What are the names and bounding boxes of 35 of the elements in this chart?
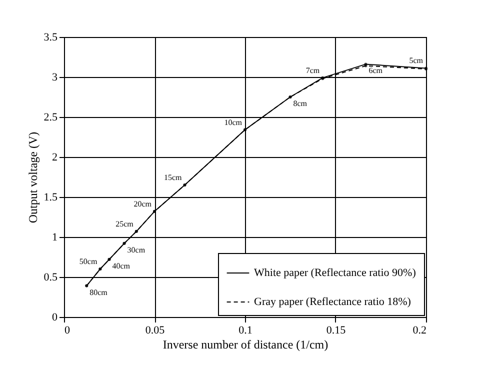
- legend-label: Gray paper (Reflectance ratio 18%): [254, 296, 412, 308]
- y-axis-title: Output voltage (V): [26, 132, 40, 224]
- point: [288, 96, 292, 98]
- annotation: 15cm: [164, 173, 182, 182]
- annotation: 50cm: [79, 257, 98, 266]
- y-tick-label: 0: [52, 312, 58, 324]
- point: [85, 284, 88, 288]
- point: [98, 268, 102, 270]
- x-tick-label: 0.15: [326, 324, 346, 336]
- point: [134, 230, 138, 233]
- annotation: 7cm: [306, 66, 320, 75]
- x-tick-label: 0.05: [145, 324, 166, 336]
- y-tick-label: 1: [52, 232, 58, 244]
- y-tick-label: 2: [52, 152, 58, 164]
- legend-label: White paper (Reflectance ratio 90%): [254, 267, 416, 279]
- x-tick-label: 0: [64, 324, 70, 336]
- y-tick-label: 1.5: [44, 192, 58, 204]
- x-axis-title: Inverse number of distance (1/cm): [162, 338, 328, 352]
- annotation: 40cm: [112, 261, 131, 270]
- annotation: 20cm: [134, 199, 152, 208]
- annotation: 8cm: [293, 99, 308, 108]
- y-tick-label: 3: [52, 72, 58, 84]
- annotation: 30cm: [127, 245, 146, 254]
- annotation: 5cm: [409, 56, 424, 66]
- annotation: 80cm: [90, 288, 108, 297]
- annotation: 25cm: [116, 219, 134, 228]
- y-tick-label: 3.5: [44, 32, 58, 44]
- y-tick-label: 2.5: [44, 112, 58, 124]
- x-tick-label: 0.1: [238, 324, 252, 336]
- x-tick-label: 0.2: [412, 324, 426, 336]
- point: [108, 258, 111, 261]
- y-tick-label: 0.5: [44, 272, 58, 284]
- annotation: 6cm: [368, 66, 384, 76]
- point: [122, 242, 126, 245]
- annotation: 10cm: [224, 118, 243, 127]
